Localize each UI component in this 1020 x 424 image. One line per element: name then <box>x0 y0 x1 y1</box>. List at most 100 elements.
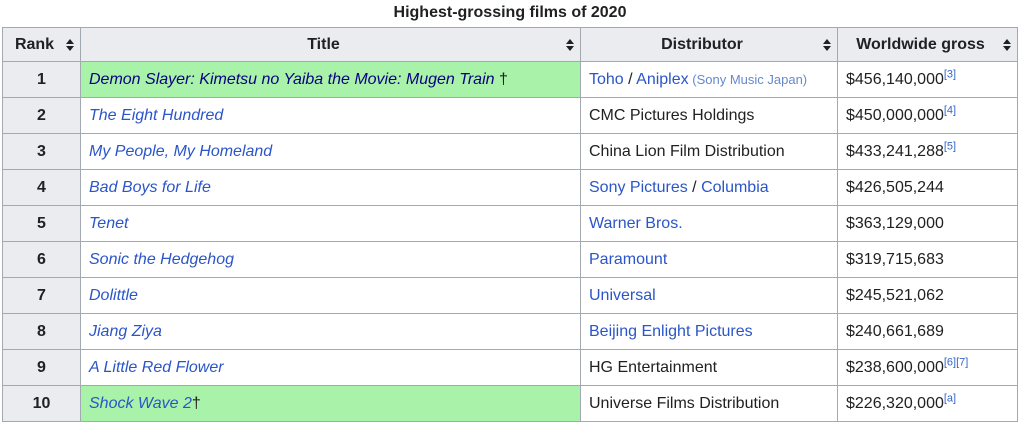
title-cell: Dolittle <box>80 277 581 314</box>
distributor-link[interactable]: Toho <box>589 70 624 88</box>
rank-cell: 1 <box>2 61 81 98</box>
highest-grossing-films-table: Rank Title Distributor Worldwide gross 1 Dem… <box>2 27 1018 422</box>
film-title-link[interactable]: Dolittle <box>89 286 138 304</box>
distributor-text: CMC Pictures Holdings <box>589 106 755 124</box>
sort-icon <box>823 38 831 51</box>
distributor-parent-link[interactable]: (Sony Music Japan) <box>688 71 808 87</box>
film-title-link[interactable]: The Eight Hundred <box>89 106 224 124</box>
film-title-link[interactable]: My People, My Homeland <box>89 142 273 160</box>
table-row: 5 Tenet Warner Bros. $363,129,000 <box>2 205 1018 242</box>
gross-cell: $450,000,000[4] <box>837 97 1018 134</box>
header-row: Rank Title Distributor Worldwide gross <box>2 27 1018 62</box>
column-header-rank[interactable]: Rank <box>2 27 81 62</box>
gross-cell: $433,241,288[5] <box>837 133 1018 170</box>
gross-amount: $240,661,689 <box>846 322 944 340</box>
distributor-link[interactable]: Sony Pictures <box>589 178 688 196</box>
distributor-cell: Universal <box>580 277 838 314</box>
distributor-link[interactable]: Aniplex <box>636 70 689 88</box>
gross-cell: $238,600,000[6][7] <box>837 349 1018 386</box>
reference-superscript: [4] <box>944 104 956 116</box>
table-row: 6 Sonic the Hedgehog Paramount $319,715,683 <box>2 241 1018 278</box>
sort-down-arrow <box>1003 45 1011 51</box>
gross-cell: $363,129,000 <box>837 205 1018 242</box>
gross-amount: $363,129,000 <box>846 214 944 232</box>
title-cell: My People, My Homeland <box>80 133 581 170</box>
distributor-cell: Beijing Enlight Pictures <box>580 313 838 350</box>
title-cell: Demon Slayer: Kimetsu no Yaiba the Movie… <box>80 61 581 98</box>
distributor-text: HG Entertainment <box>589 358 718 376</box>
table-row: 2 The Eight Hundred CMC Pictures Holdings $… <box>2 97 1018 134</box>
rank-cell: 5 <box>2 205 81 242</box>
gross-cell: $226,320,000[a] <box>837 385 1018 422</box>
rank-cell: 8 <box>2 313 81 350</box>
film-title-link[interactable]: Jiang Ziya <box>89 322 162 340</box>
distributor-link[interactable]: Columbia <box>701 178 769 196</box>
sort-down-arrow <box>566 45 574 51</box>
distributor-text: / <box>687 178 702 196</box>
reference-link[interactable]: [5] <box>943 140 957 153</box>
column-header-label: Worldwide gross <box>856 35 985 53</box>
reference-link[interactable]: [3] <box>943 68 957 81</box>
distributor-cell: Paramount <box>580 241 838 278</box>
distributor-link[interactable]: Paramount <box>589 250 668 268</box>
dagger-marker: † <box>191 394 201 412</box>
table-caption: Highest-grossing films of 2020 <box>393 4 627 21</box>
sort-up-arrow <box>566 38 574 44</box>
table-row: 1 Demon Slayer: Kimetsu no Yaiba the Movi… <box>2 61 1018 98</box>
table-row: 8 Jiang Ziya Beijing Enlight Pictures $240,… <box>2 313 1018 350</box>
table-row: 10 Shock Wave 2† Universe Films Distributi… <box>2 385 1018 422</box>
reference-superscript: [a] <box>944 392 956 404</box>
film-title-link[interactable]: Shock Wave 2 <box>89 394 192 412</box>
column-header-label: Distributor <box>661 35 743 53</box>
distributor-cell: Warner Bros. <box>580 205 838 242</box>
distributor-text: / <box>623 70 637 88</box>
distributor-cell: Universe Films Distribution <box>580 385 838 422</box>
title-cell: The Eight Hundred <box>80 97 581 134</box>
table-row: 7 Dolittle Universal $245,521,062 <box>2 277 1018 314</box>
sort-icon <box>1003 38 1011 51</box>
distributor-link[interactable]: Warner Bros. <box>589 214 683 232</box>
column-header-gross[interactable]: Worldwide gross <box>837 27 1018 62</box>
film-title-link[interactable]: Bad Boys for Life <box>89 178 211 196</box>
rank-cell: 6 <box>2 241 81 278</box>
distributor-cell: CMC Pictures Holdings <box>580 97 838 134</box>
title-cell: A Little Red Flower <box>80 349 581 386</box>
gross-amount: $450,000,000 <box>846 106 944 124</box>
title-cell: Bad Boys for Life <box>80 169 581 206</box>
distributor-cell: Sony Pictures / Columbia <box>580 169 838 206</box>
table-row: 4 Bad Boys for Life Sony Pictures / Columb… <box>2 169 1018 206</box>
gross-amount: $226,320,000 <box>846 394 944 412</box>
sort-up-arrow <box>66 38 74 44</box>
gross-cell: $245,521,062 <box>837 277 1018 314</box>
sort-up-arrow <box>823 38 831 44</box>
gross-amount: $238,600,000 <box>846 358 944 376</box>
sort-down-arrow <box>823 45 831 51</box>
rank-cell: 7 <box>2 277 81 314</box>
column-header-title[interactable]: Title <box>80 27 581 62</box>
title-cell: Sonic the Hedgehog <box>80 241 581 278</box>
table-row: 9 A Little Red Flower HG Entertainment $238… <box>2 349 1018 386</box>
film-title-link[interactable]: Demon Slayer: Kimetsu no Yaiba the Movie… <box>89 70 495 88</box>
distributor-cell: HG Entertainment <box>580 349 838 386</box>
reference-link[interactable]: [4] <box>943 104 957 117</box>
gross-amount: $426,505,244 <box>846 178 944 196</box>
film-title-link[interactable]: A Little Red Flower <box>89 358 224 376</box>
distributor-link[interactable]: Beijing Enlight Pictures <box>589 322 753 340</box>
distributor-text: Universe Films Distribution <box>589 394 780 412</box>
sort-up-arrow <box>1003 38 1011 44</box>
rank-cell: 10 <box>2 385 81 422</box>
gross-cell: $319,715,683 <box>837 241 1018 278</box>
gross-amount: $319,715,683 <box>846 250 944 268</box>
reference-link[interactable]: [a] <box>943 392 957 405</box>
title-cell: Tenet <box>80 205 581 242</box>
distributor-text: China Lion Film Distribution <box>589 142 785 160</box>
gross-amount: $433,241,288 <box>846 142 944 160</box>
rank-cell: 3 <box>2 133 81 170</box>
distributor-link[interactable]: Universal <box>589 286 656 304</box>
rank-cell: 9 <box>2 349 81 386</box>
film-title-link[interactable]: Sonic the Hedgehog <box>89 250 234 268</box>
reference-link[interactable]: [6] <box>943 356 957 369</box>
reference-link[interactable]: [7] <box>956 356 969 369</box>
film-title-link[interactable]: Tenet <box>89 214 129 232</box>
column-header-distributor[interactable]: Distributor <box>580 27 838 62</box>
